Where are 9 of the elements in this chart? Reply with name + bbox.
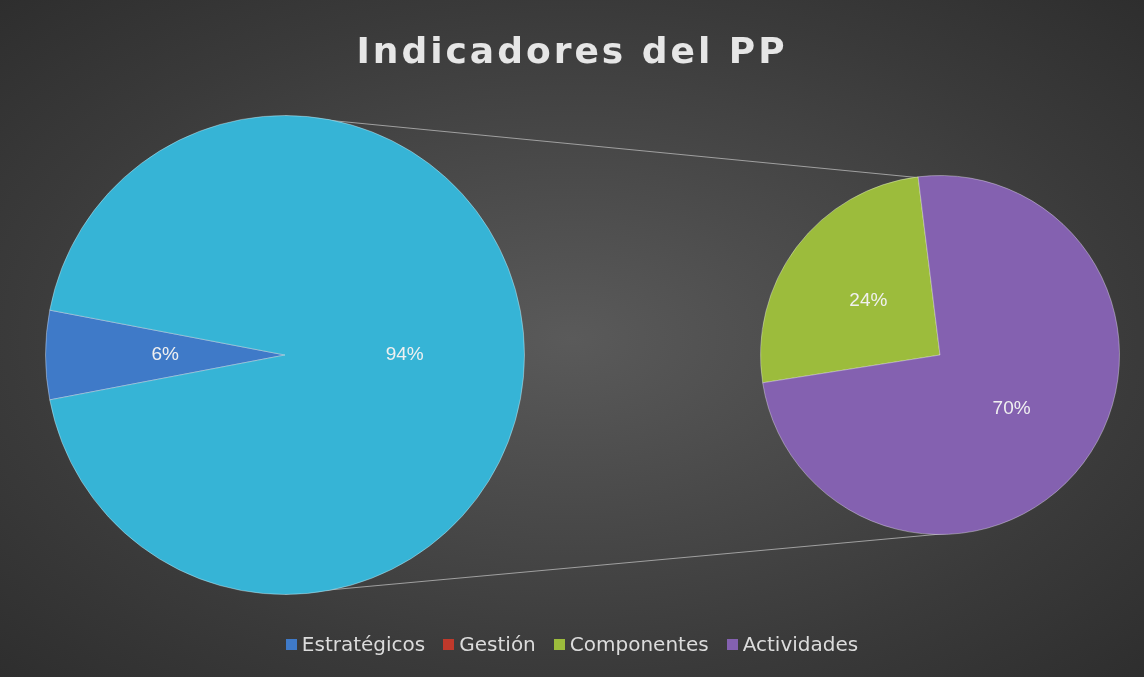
data-label: 6%: [151, 343, 180, 365]
data-label: 94%: [385, 343, 424, 365]
legend-label: Componentes: [569, 632, 709, 656]
legend-label: Actividades: [742, 632, 859, 656]
chart-title: Indicadores del PP: [355, 30, 789, 71]
legend-label: Estratégicos: [301, 632, 426, 656]
data-label: 24%: [849, 289, 888, 311]
legend-label: Gestión: [459, 632, 536, 656]
data-label: 70%: [992, 397, 1031, 419]
